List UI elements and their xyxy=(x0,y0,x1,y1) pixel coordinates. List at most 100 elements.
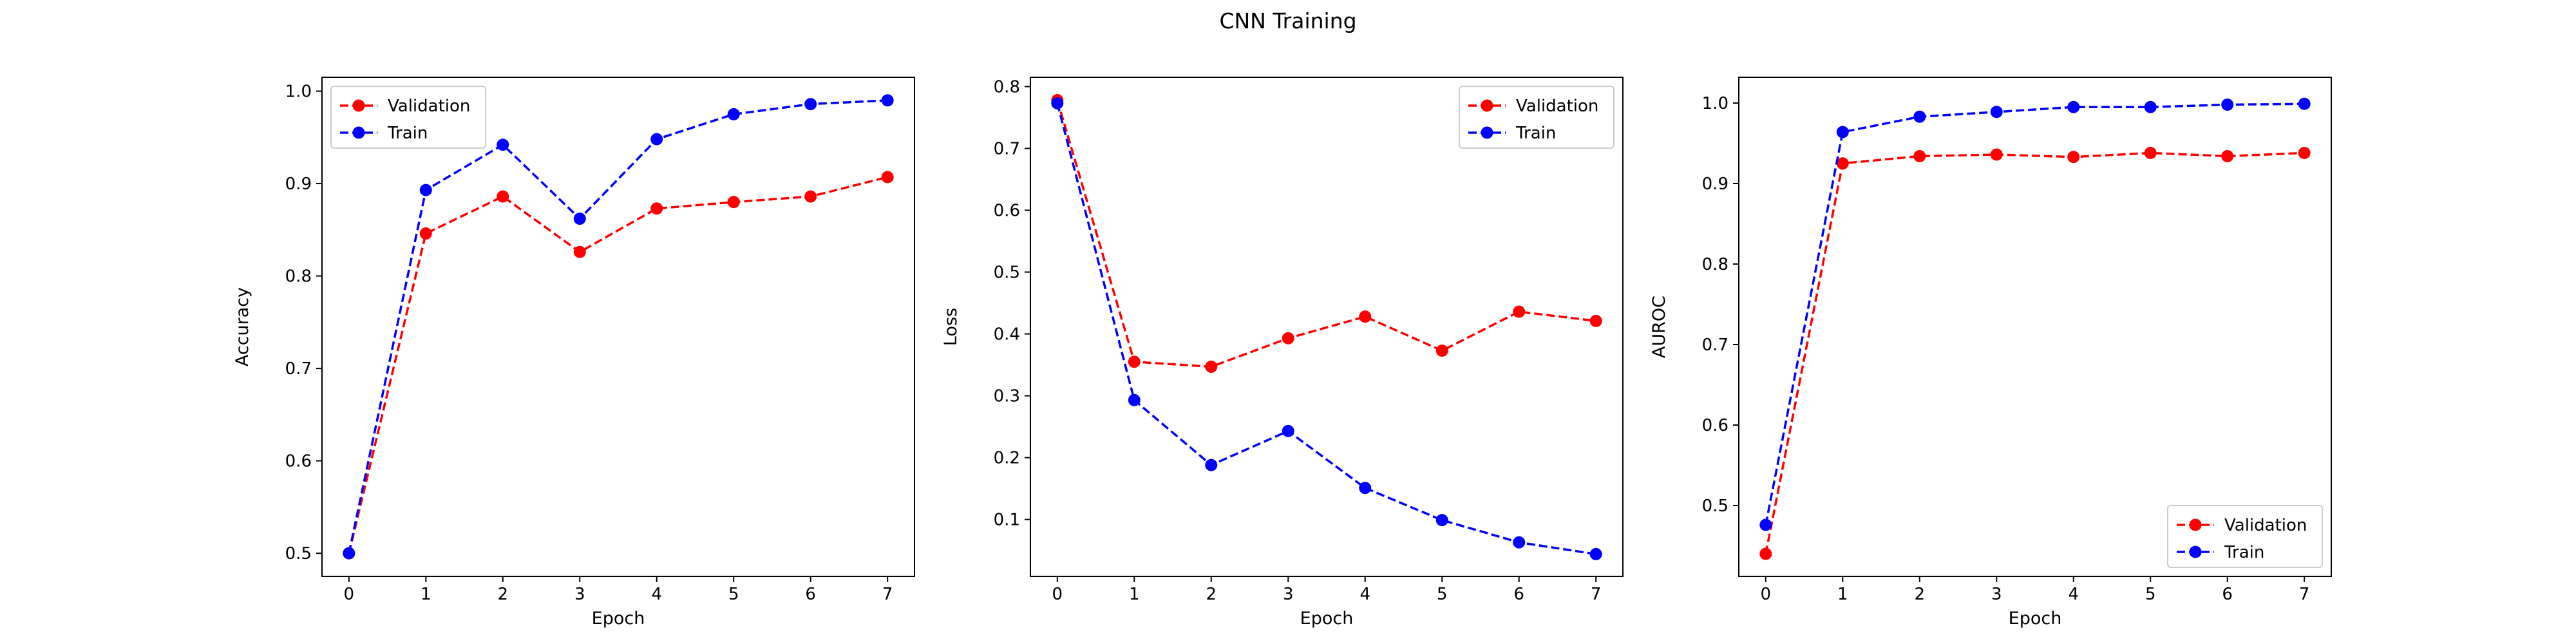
axes-frame xyxy=(321,77,915,577)
data-point-train xyxy=(727,108,740,120)
x-tick-label: 5 xyxy=(1437,585,1448,604)
data-point-train xyxy=(1282,424,1294,437)
legend-label-validation: Validation xyxy=(1516,97,1598,116)
y-tick-label: 0.5 xyxy=(1702,497,1728,516)
data-point-train xyxy=(1435,514,1448,527)
x-tick-label: 6 xyxy=(805,585,816,604)
data-point-train xyxy=(1589,547,1602,560)
legend-label-train: Train xyxy=(387,124,428,143)
y-tick-label: 1.0 xyxy=(1702,94,1728,113)
data-point-train xyxy=(1359,482,1372,495)
legend: Validation Train xyxy=(2167,505,2323,568)
y-tick-label: 0.4 xyxy=(994,325,1020,345)
axes-frame xyxy=(1738,77,2332,577)
data-point-validation xyxy=(419,227,432,240)
x-tick-label: 6 xyxy=(1513,585,1524,604)
data-point-validation xyxy=(1990,148,2003,161)
data-point-validation xyxy=(1205,360,1218,373)
legend-label-train: Train xyxy=(1515,124,1556,143)
x-axis-label: Epoch xyxy=(1300,609,1354,629)
data-point-validation xyxy=(2067,151,2080,164)
x-tick-label: 0 xyxy=(1761,585,1772,604)
x-tick-label: 2 xyxy=(1915,585,1926,604)
y-tick-label: 0.7 xyxy=(1702,336,1728,355)
legend-marker-train xyxy=(2189,545,2202,558)
x-tick-label: 7 xyxy=(1591,585,1602,604)
x-tick-label: 0 xyxy=(344,585,355,604)
data-point-train xyxy=(1990,106,2003,118)
x-tick-label: 4 xyxy=(2068,585,2079,604)
legend-marker-validation xyxy=(352,99,365,112)
x-tick-label: 5 xyxy=(728,585,739,604)
data-point-train xyxy=(2144,100,2157,113)
data-point-train xyxy=(2298,97,2311,110)
axes-frame xyxy=(1030,77,1624,577)
x-tick-label: 3 xyxy=(1283,585,1294,604)
x-tick-label: 3 xyxy=(1991,585,2002,604)
x-tick-label: 7 xyxy=(882,585,893,604)
x-tick-label: 6 xyxy=(2222,585,2233,604)
data-point-train xyxy=(1051,97,1064,109)
data-point-validation xyxy=(1435,344,1448,357)
data-point-train xyxy=(1913,110,1926,123)
y-tick-label: 0.5 xyxy=(994,263,1020,283)
x-tick-label: 5 xyxy=(2145,585,2156,604)
x-tick-label: 0 xyxy=(1052,585,1063,604)
subplot-3: 0 1 2 3 4 5 6 7 0.5 0.6 0.7 0.8 0.9 1.0 Epoch AUROC Vali… xyxy=(1649,77,2332,629)
x-tick-label: 3 xyxy=(574,585,585,604)
x-tick-label: 1 xyxy=(1129,585,1140,604)
x-tick-label: 1 xyxy=(421,585,431,604)
x-tick-label: 2 xyxy=(498,585,509,604)
data-point-validation xyxy=(2221,150,2234,162)
x-axis-label: Epoch xyxy=(592,609,645,629)
y-tick-label: 0.7 xyxy=(994,139,1020,158)
data-point-train xyxy=(804,98,817,111)
x-axis-label: Epoch xyxy=(2009,609,2062,629)
y-axis-label: Loss xyxy=(941,308,961,346)
data-point-validation xyxy=(650,202,663,215)
series-line-validation xyxy=(1056,100,1596,368)
figure-title: CNN Training xyxy=(1219,8,1356,33)
y-axis-label: Accuracy xyxy=(232,287,252,366)
legend-label-train: Train xyxy=(2224,543,2264,562)
subplot-2: 0 1 2 3 4 5 6 7 0.1 0.2 0.3 0.4 0.5 0.6 0.7 0.8 Epoch Los… xyxy=(941,77,1624,629)
data-point-train xyxy=(1836,126,1849,138)
y-tick-label: 0.9 xyxy=(285,175,312,194)
data-point-train xyxy=(1205,459,1218,471)
data-point-validation xyxy=(727,196,740,209)
series-line-validation xyxy=(1765,151,2305,554)
x-tick-label: 7 xyxy=(2299,585,2310,604)
y-tick-label: 0.1 xyxy=(994,511,1020,530)
data-point-validation xyxy=(2144,147,2157,159)
data-point-train xyxy=(1128,393,1141,406)
data-point-train xyxy=(573,213,586,225)
data-point-train xyxy=(650,133,663,146)
legend-marker-train xyxy=(352,126,365,139)
y-tick-label: 0.8 xyxy=(1702,255,1728,274)
data-point-validation xyxy=(573,245,586,258)
legend-marker-validation xyxy=(2189,518,2202,531)
x-tick-label: 4 xyxy=(1359,585,1370,604)
data-point-train xyxy=(1513,536,1526,549)
data-point-train xyxy=(343,547,355,560)
y-tick-label: 0.6 xyxy=(285,452,312,471)
y-axis-label: AUROC xyxy=(1649,296,1669,358)
series-line-train xyxy=(348,99,888,554)
legend-marker-train xyxy=(1481,126,1493,139)
data-point-train xyxy=(497,138,509,151)
data-point-validation xyxy=(1759,547,1772,560)
series-line-train xyxy=(1056,102,1596,556)
x-tick-label: 4 xyxy=(651,585,662,604)
data-point-validation xyxy=(804,190,817,203)
legend-label-validation: Validation xyxy=(2224,516,2307,535)
data-point-validation xyxy=(1513,305,1526,318)
y-tick-label: 0.9 xyxy=(1702,175,1728,194)
y-tick-label: 0.8 xyxy=(994,77,1020,97)
data-point-train xyxy=(2067,100,2080,113)
data-point-train xyxy=(1759,518,1772,531)
subplot-1: 0 1 2 3 4 5 6 7 0.5 0.6 0.7 0.8 0.9 1.0 Epoch Accuracy V… xyxy=(232,77,915,629)
legend: Validation Train xyxy=(1459,86,1615,149)
legend-marker-validation xyxy=(1481,99,1493,112)
data-point-validation xyxy=(2298,147,2311,159)
